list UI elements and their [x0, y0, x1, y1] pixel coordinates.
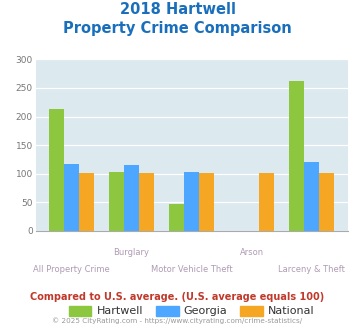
Bar [139, 173, 154, 231]
Bar [124, 165, 139, 231]
Text: Burglary: Burglary [114, 248, 149, 257]
Bar [109, 172, 124, 231]
Bar [259, 173, 274, 231]
Bar [79, 173, 94, 231]
Bar [64, 163, 79, 231]
Text: © 2025 CityRating.com - https://www.cityrating.com/crime-statistics/: © 2025 CityRating.com - https://www.city… [53, 317, 302, 324]
Bar [49, 109, 64, 231]
Bar [169, 204, 184, 231]
Text: Property Crime Comparison: Property Crime Comparison [63, 21, 292, 36]
Text: Compared to U.S. average. (U.S. average equals 100): Compared to U.S. average. (U.S. average … [31, 292, 324, 302]
Text: 2018 Hartwell: 2018 Hartwell [120, 2, 235, 16]
Text: Arson: Arson [240, 248, 264, 257]
Text: All Property Crime: All Property Crime [33, 265, 110, 274]
Bar [320, 173, 334, 231]
Bar [184, 172, 199, 231]
Bar [199, 173, 214, 231]
Legend: Hartwell, Georgia, National: Hartwell, Georgia, National [64, 301, 319, 320]
Bar [289, 81, 304, 231]
Text: Larceny & Theft: Larceny & Theft [278, 265, 345, 274]
Text: Motor Vehicle Theft: Motor Vehicle Theft [151, 265, 233, 274]
Bar [304, 162, 320, 231]
